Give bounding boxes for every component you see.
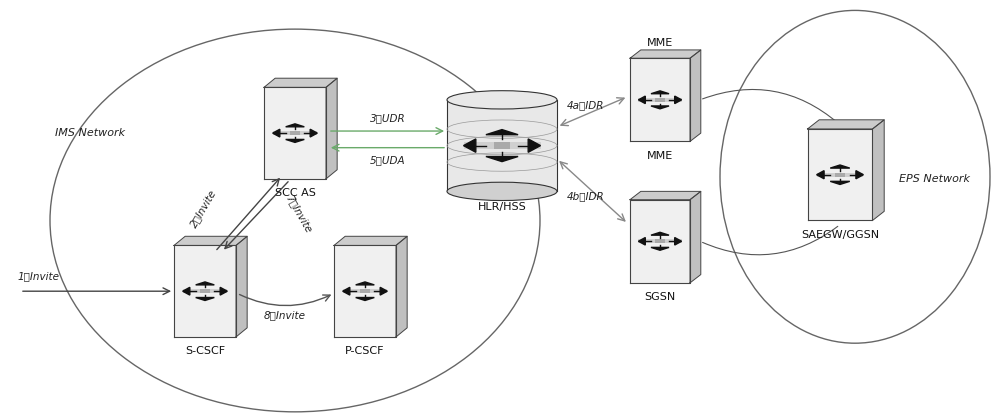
Polygon shape — [183, 287, 190, 295]
Polygon shape — [638, 239, 682, 243]
Polygon shape — [835, 165, 845, 184]
Text: MME: MME — [647, 151, 673, 161]
Text: EPS Network: EPS Network — [899, 174, 970, 184]
Polygon shape — [651, 91, 669, 94]
Polygon shape — [638, 98, 682, 102]
Polygon shape — [808, 120, 884, 129]
Polygon shape — [200, 282, 210, 300]
Polygon shape — [290, 124, 300, 142]
Text: P-CSCF: P-CSCF — [345, 346, 385, 356]
Ellipse shape — [447, 91, 557, 109]
Text: 3、UDR: 3、UDR — [370, 113, 406, 123]
Polygon shape — [486, 130, 518, 135]
Polygon shape — [334, 245, 396, 337]
Text: 4a、IDR: 4a、IDR — [567, 100, 604, 110]
FancyArrowPatch shape — [703, 226, 838, 255]
Polygon shape — [630, 200, 690, 283]
Polygon shape — [655, 232, 665, 250]
Polygon shape — [651, 106, 669, 109]
Polygon shape — [494, 142, 510, 149]
Polygon shape — [651, 232, 669, 235]
Text: 4b、IDR: 4b、IDR — [567, 191, 605, 201]
Polygon shape — [638, 96, 645, 104]
Polygon shape — [356, 297, 374, 300]
Polygon shape — [360, 289, 370, 293]
Bar — [447, 100, 557, 191]
Polygon shape — [817, 171, 824, 179]
Polygon shape — [872, 120, 884, 220]
Polygon shape — [196, 297, 214, 300]
Polygon shape — [808, 129, 872, 220]
Polygon shape — [638, 238, 645, 245]
Polygon shape — [196, 282, 214, 285]
Polygon shape — [200, 289, 210, 293]
FancyArrowPatch shape — [239, 295, 330, 306]
Polygon shape — [493, 130, 511, 161]
Text: 1、Invite: 1、Invite — [18, 271, 60, 281]
Polygon shape — [174, 245, 236, 337]
Polygon shape — [486, 156, 518, 161]
Polygon shape — [236, 236, 247, 337]
Polygon shape — [310, 129, 317, 137]
Polygon shape — [264, 78, 337, 87]
Polygon shape — [690, 50, 701, 141]
Polygon shape — [630, 50, 701, 58]
Polygon shape — [830, 165, 850, 168]
Polygon shape — [264, 87, 326, 179]
Text: IMS Network: IMS Network — [55, 128, 125, 138]
Polygon shape — [343, 289, 387, 293]
Polygon shape — [380, 287, 387, 295]
Polygon shape — [334, 236, 407, 245]
Polygon shape — [655, 239, 665, 243]
Text: 7、Invite: 7、Invite — [284, 193, 314, 235]
Text: 2、Invite: 2、Invite — [188, 187, 218, 229]
Text: MME: MME — [647, 38, 673, 48]
Polygon shape — [220, 287, 227, 295]
Polygon shape — [356, 282, 374, 285]
Polygon shape — [360, 282, 370, 300]
Text: S-CSCF: S-CSCF — [185, 346, 225, 356]
Polygon shape — [290, 131, 300, 135]
Text: 8、Invite: 8、Invite — [264, 310, 306, 320]
Text: HLR/HSS: HLR/HSS — [478, 202, 526, 212]
Polygon shape — [675, 96, 682, 104]
Polygon shape — [655, 91, 665, 109]
Text: SCC AS: SCC AS — [275, 188, 315, 198]
Polygon shape — [343, 287, 350, 295]
Ellipse shape — [447, 182, 557, 201]
Polygon shape — [326, 78, 337, 179]
Polygon shape — [835, 173, 845, 177]
Polygon shape — [651, 248, 669, 250]
Polygon shape — [630, 58, 690, 141]
Polygon shape — [630, 191, 701, 200]
Polygon shape — [655, 98, 665, 102]
Polygon shape — [174, 236, 247, 245]
Polygon shape — [464, 142, 540, 149]
Polygon shape — [286, 139, 304, 142]
Polygon shape — [528, 139, 540, 152]
Polygon shape — [286, 124, 304, 127]
Polygon shape — [464, 139, 476, 152]
Text: SAEGW/GGSN: SAEGW/GGSN — [801, 230, 879, 240]
Polygon shape — [856, 171, 863, 179]
Polygon shape — [675, 238, 682, 245]
Polygon shape — [396, 236, 407, 337]
Text: SGSN: SGSN — [644, 292, 676, 302]
Polygon shape — [830, 181, 850, 184]
Polygon shape — [690, 191, 701, 283]
Polygon shape — [273, 131, 317, 135]
Polygon shape — [817, 173, 863, 177]
Text: 5、UDA: 5、UDA — [370, 156, 406, 166]
Polygon shape — [273, 129, 280, 137]
FancyArrowPatch shape — [703, 89, 838, 123]
Polygon shape — [183, 289, 227, 293]
